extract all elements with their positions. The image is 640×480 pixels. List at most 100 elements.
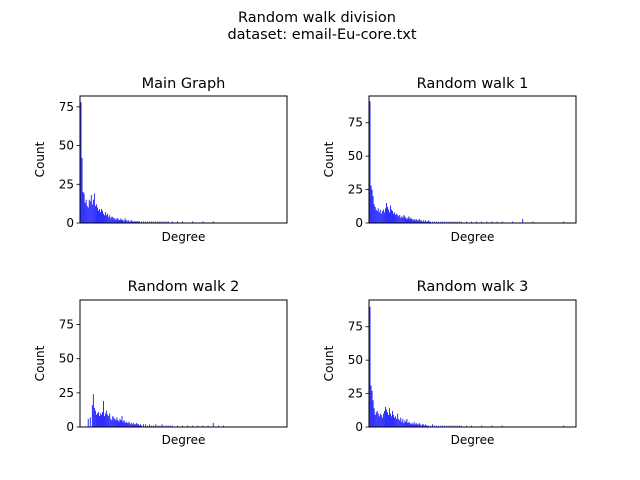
bar [86, 205, 88, 223]
bar [454, 221, 456, 223]
bar [450, 425, 452, 427]
bar [512, 221, 513, 223]
bar [93, 407, 95, 427]
bar [460, 221, 462, 223]
bar [501, 221, 503, 223]
bar [391, 416, 392, 427]
bar [407, 217, 409, 223]
bar [84, 202, 86, 223]
bar [131, 424, 133, 427]
bar [414, 424, 416, 427]
bar [126, 422, 128, 427]
bar [389, 212, 390, 223]
y-tick-label: 0 [355, 420, 363, 434]
bar [403, 214, 405, 223]
bar [401, 216, 403, 223]
bar [390, 413, 391, 427]
bar [159, 221, 161, 223]
bar [427, 425, 428, 427]
bar [372, 196, 374, 223]
bar [129, 221, 131, 223]
bar [95, 204, 97, 223]
bar [87, 418, 89, 427]
bar [163, 425, 165, 427]
bar [94, 205, 96, 223]
bar [111, 420, 113, 427]
bar [121, 219, 123, 223]
bar [151, 425, 153, 427]
bar [417, 220, 419, 223]
bar [446, 425, 448, 427]
bar [403, 422, 405, 427]
bar [121, 416, 123, 427]
bar [182, 425, 183, 427]
bar [91, 405, 93, 427]
y-tick-label: 25 [348, 387, 363, 401]
bar [141, 425, 142, 427]
bar [123, 420, 125, 427]
bar [456, 221, 458, 223]
bar [192, 221, 194, 223]
bar [101, 414, 102, 427]
bar [413, 421, 415, 427]
bar [418, 422, 420, 427]
x-axis-label: Degree [162, 230, 206, 244]
subplot-title: Random walk 1 [417, 76, 529, 92]
bar [155, 424, 157, 427]
x-axis-label: Degree [451, 230, 495, 244]
bar [105, 212, 107, 223]
bar [491, 425, 493, 427]
bar [217, 425, 219, 427]
y-axis-label: Count [322, 345, 336, 381]
bar [420, 425, 422, 427]
bar [413, 218, 415, 223]
bar [387, 206, 388, 223]
bar [110, 418, 112, 427]
bar [415, 218, 417, 223]
bar [381, 210, 383, 223]
subplot-random-walk-3: 0 25 50 75 Random walk 3 Degree Count [322, 279, 577, 447]
bar [398, 216, 400, 223]
bar [522, 218, 524, 223]
bar [414, 220, 416, 223]
bar [388, 414, 389, 427]
bar [94, 410, 96, 427]
bar [93, 193, 95, 223]
bar [428, 425, 429, 427]
bar [423, 221, 425, 223]
bar [425, 425, 427, 427]
figure-title-line2: dataset: email-Eu-core.txt [227, 27, 416, 43]
bar [112, 416, 114, 427]
bar [369, 306, 371, 427]
subplot-title: Random walk 3 [417, 279, 529, 295]
bar [81, 157, 83, 223]
bar [471, 425, 472, 427]
bar [448, 425, 450, 427]
bar [460, 425, 462, 427]
bar [82, 192, 84, 223]
bar [107, 414, 109, 427]
bar [399, 214, 401, 223]
bar [202, 425, 204, 427]
bar [393, 414, 394, 427]
bar [104, 215, 105, 223]
bar [416, 424, 418, 427]
bar [171, 425, 173, 427]
bar [406, 218, 408, 223]
bar [419, 424, 421, 427]
bar [102, 210, 103, 223]
y-axis-label: Count [322, 141, 336, 177]
bar [122, 219, 124, 223]
bar [429, 221, 430, 223]
bar [371, 189, 373, 223]
bar [384, 208, 386, 223]
bar [98, 210, 99, 223]
bar [394, 417, 396, 427]
bar [412, 220, 414, 223]
bar [432, 221, 433, 223]
y-tick-label: 25 [59, 386, 74, 400]
bar [134, 221, 136, 223]
bar [102, 411, 103, 427]
bar [563, 221, 565, 223]
